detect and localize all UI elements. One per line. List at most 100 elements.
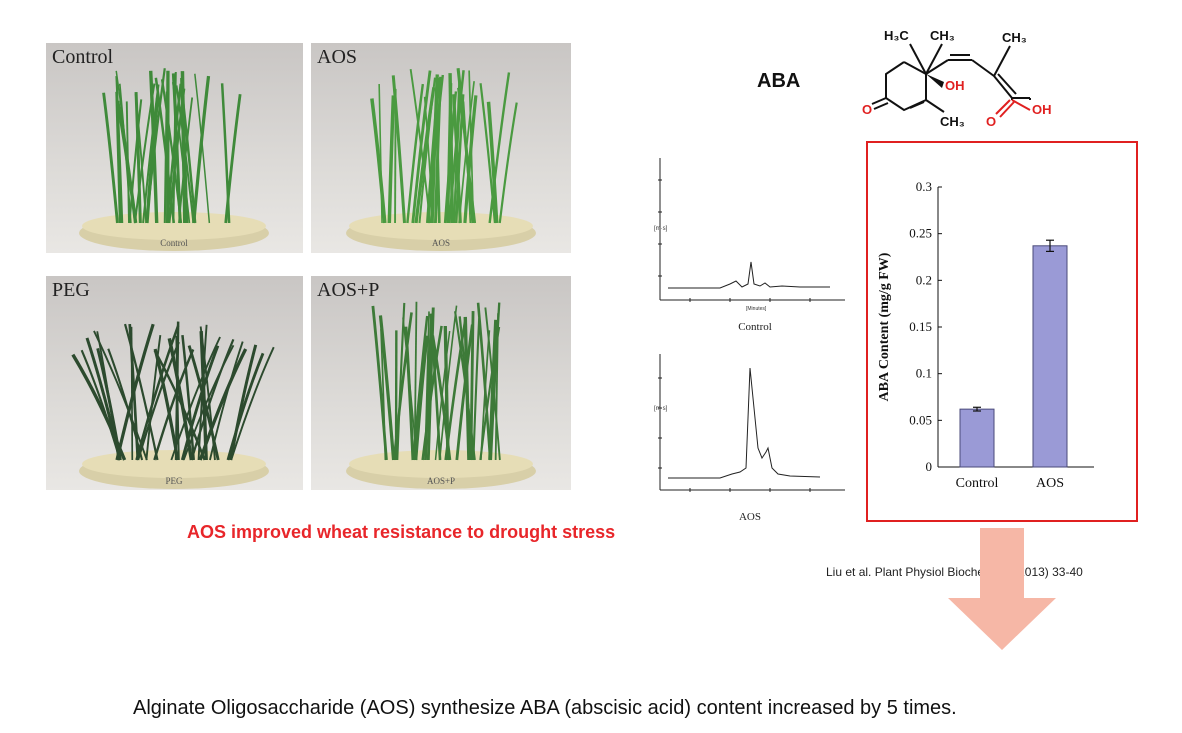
footer-text: Alginate Oligosaccharide (AOS) synthesiz…: [133, 697, 957, 719]
atom-label: OH: [945, 78, 965, 93]
dish-label: AOS+P: [427, 476, 455, 486]
wheat-blade: [413, 301, 418, 461]
chromatogram-caption: AOS: [739, 511, 761, 523]
wheat-blade: [486, 101, 499, 224]
chromatogram-caption: Control: [738, 321, 772, 333]
y-tick-label: 0.05: [909, 412, 932, 427]
y-tick-label: 0: [926, 459, 933, 474]
wheat-blade: [160, 79, 183, 224]
photo-aos-peg: AOS+P AOS+P: [311, 276, 571, 490]
wheat-blade: [457, 87, 477, 224]
wheat-blade: [145, 335, 162, 461]
bar: [1032, 245, 1068, 468]
wheat-blade: [115, 323, 155, 461]
aba-content-chart: 0 0.05 0.1 0.15 0.2 0.25 0.3 ABA Content (mg/g …: [877, 179, 1094, 491]
atom-label: OH: [1032, 102, 1052, 117]
wheat-blade: [488, 319, 498, 461]
y-tick-label: 0.1: [916, 366, 932, 381]
wheat-blade: [494, 313, 499, 461]
atom-label: O: [986, 114, 996, 129]
y-tick-label: 0.3: [916, 179, 932, 194]
wheat-blade: [181, 334, 195, 461]
wheat-blade: [396, 302, 406, 461]
wheat-blade: [418, 77, 436, 224]
photo-label: AOS+P: [317, 279, 380, 301]
wheat-blade: [165, 83, 182, 224]
wheat-blade: [130, 326, 134, 461]
wheat-blade: [463, 95, 478, 224]
wheat-blade: [190, 338, 235, 461]
chromatogram-control: [m·s] [Minutes] Control: [654, 158, 845, 333]
wheat-blade: [455, 324, 474, 461]
wheat-blade: [180, 345, 220, 461]
wheat-blade: [154, 77, 176, 224]
wheat-blade: [387, 95, 396, 224]
wheat-blade: [498, 102, 518, 224]
dish-label: Control: [160, 238, 188, 248]
wheat-blade: [458, 316, 474, 461]
wheat-blade: [145, 68, 166, 224]
down-arrow-icon: [948, 528, 1056, 650]
wheat-blade: [438, 305, 458, 461]
wheat-blade: [224, 93, 242, 224]
y-tick-label: 0.2: [916, 272, 932, 287]
atom-label: H₃C: [884, 28, 909, 43]
wheat-blade: [153, 349, 195, 461]
x-tick-label: AOS: [1036, 476, 1064, 491]
wheat-blade: [137, 341, 180, 461]
wheat-blade: [411, 70, 432, 224]
svg-text:[Minutes]: [Minutes]: [746, 306, 767, 312]
dish-label: AOS: [432, 238, 450, 248]
wheat-blade: [434, 330, 451, 461]
bar: [959, 408, 995, 468]
wheat-blade: [192, 75, 211, 224]
wheat-blade: [134, 91, 142, 224]
photo-label: AOS: [317, 46, 358, 68]
photo-peg-image: PEG: [46, 276, 303, 490]
chromatogram-aos: [m·s] AOS: [654, 354, 845, 523]
photo-aos: AOS AOS: [311, 43, 571, 253]
wheat-blade: [406, 83, 425, 224]
y-axis-label: ABA Content (mg/g FW): [877, 252, 892, 401]
wheat-blade: [153, 349, 206, 461]
x-tick-label: Control: [956, 476, 999, 491]
y-tick-label: 0.15: [909, 319, 932, 334]
dish-label: PEG: [165, 476, 183, 486]
photo-peg: PEG PEG: [46, 276, 303, 490]
photo-aos-peg-image: AOS+P: [311, 276, 571, 490]
highlight-text: AOS improved wheat resistance to drought…: [187, 522, 616, 542]
wheat-blade: [128, 99, 143, 224]
wheat-blade: [425, 77, 441, 224]
wheat-blade: [455, 94, 465, 224]
wheat-blade: [226, 352, 265, 461]
atom-label: O: [862, 102, 872, 117]
wheat-blade: [187, 345, 220, 461]
y-tick-label: 0.25: [909, 226, 932, 241]
wheat-blade: [115, 70, 136, 224]
wheat-blade: [472, 318, 481, 461]
aba-structure: H₃C CH₃ CH₃ CH₃ OH O O OH: [862, 28, 1052, 129]
wheat-blade: [391, 75, 406, 224]
wheat-blade: [107, 348, 144, 461]
wheat-blade: [414, 335, 429, 461]
molecule-name: ABA: [757, 70, 801, 92]
wheat-blade: [118, 83, 132, 224]
atom-label: CH₃: [930, 28, 955, 43]
wheat-blade: [102, 92, 119, 224]
wheat-blade: [230, 346, 275, 461]
wheat-blade: [194, 73, 211, 224]
wheat-blade: [444, 321, 467, 461]
photo-control-image: Control: [46, 43, 303, 253]
photo-label: Control: [52, 46, 114, 68]
wheat-blade: [96, 331, 120, 461]
wheat-blade: [123, 323, 159, 461]
svg-text:[m·s]: [m·s]: [654, 406, 668, 412]
atom-label: CH₃: [940, 114, 965, 129]
photo-aos-image: AOS: [311, 43, 571, 253]
wheat-blade: [429, 313, 442, 461]
wheat-blade: [167, 338, 194, 461]
wheat-blade: [199, 331, 208, 461]
chart-box: [866, 141, 1138, 522]
svg-text:[m·s]: [m·s]: [654, 226, 668, 232]
wheat-blade: [180, 71, 187, 224]
